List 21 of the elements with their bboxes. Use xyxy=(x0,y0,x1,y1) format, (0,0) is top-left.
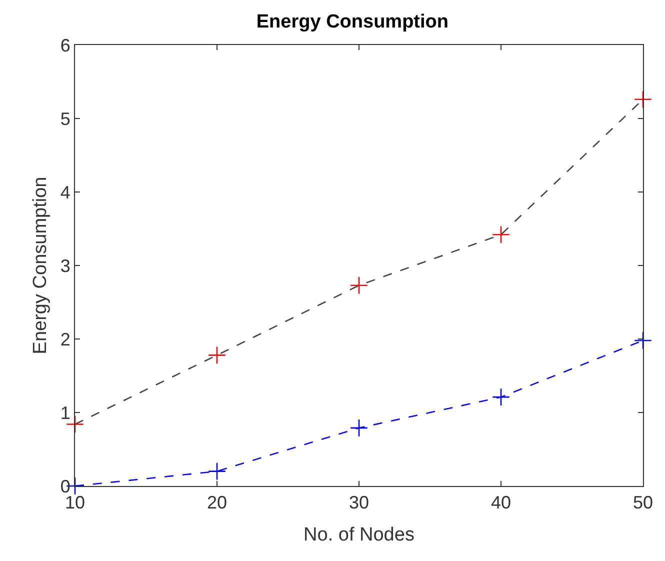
x-tick-label: 40 xyxy=(490,492,512,513)
x-tick-label: 50 xyxy=(632,492,654,513)
chart-title: Energy Consumption xyxy=(256,11,449,32)
point xyxy=(208,346,226,364)
point xyxy=(492,226,510,244)
point xyxy=(492,388,510,406)
y-axis-title: Energy Consumption xyxy=(30,176,52,354)
x-tick-label: 30 xyxy=(348,492,370,513)
y-tick-label: 4 xyxy=(60,182,70,202)
y-tick-label: 2 xyxy=(60,329,70,350)
point xyxy=(350,418,368,437)
point xyxy=(208,462,226,480)
y-tick-label: 6 xyxy=(60,35,70,56)
y-tick-label: 3 xyxy=(60,256,70,276)
y-tick-label: 1 xyxy=(60,402,70,423)
x-tick-label: 20 xyxy=(206,492,228,513)
point xyxy=(634,331,652,350)
point xyxy=(634,90,652,108)
y-tick-label: 5 xyxy=(60,108,70,129)
point xyxy=(350,276,368,294)
x-axis-title: No. of Nodes xyxy=(304,524,414,546)
